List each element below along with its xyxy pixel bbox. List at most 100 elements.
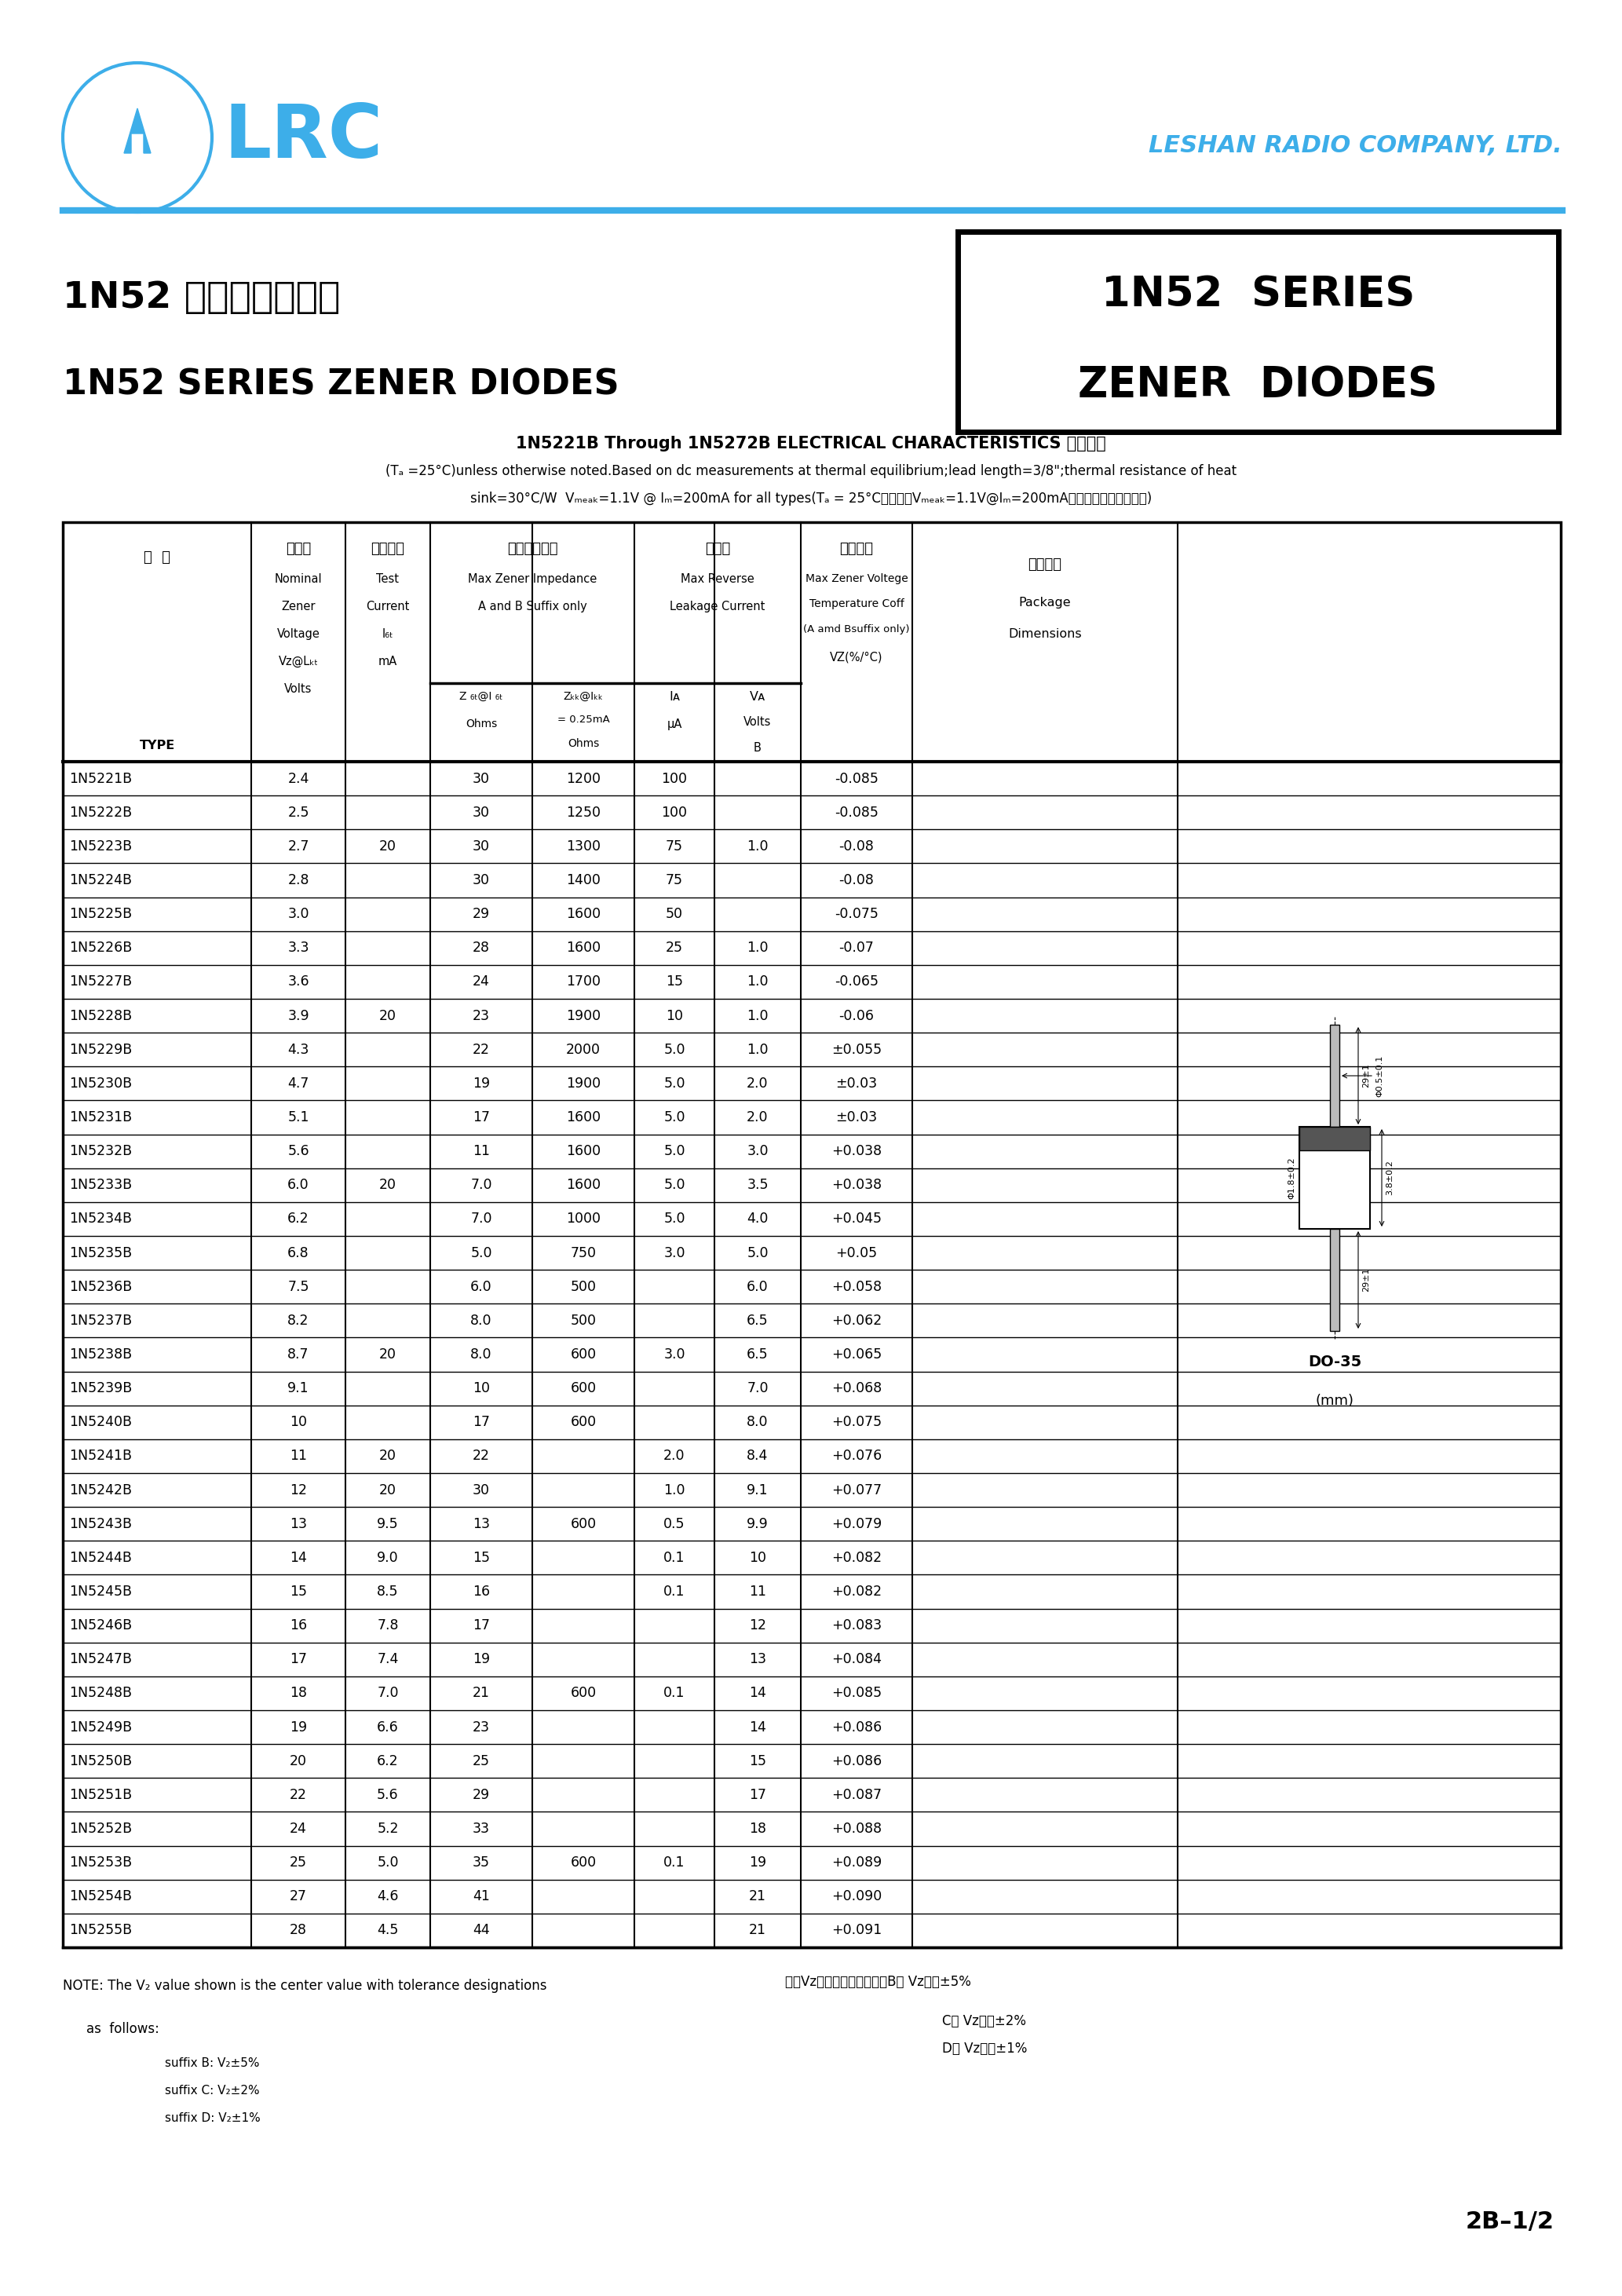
Text: 21: 21 bbox=[749, 1890, 766, 1903]
Text: Volts: Volts bbox=[284, 684, 311, 696]
Text: 20: 20 bbox=[380, 840, 396, 854]
Text: 7.0: 7.0 bbox=[470, 1212, 491, 1226]
Text: +0.082: +0.082 bbox=[832, 1584, 882, 1598]
Text: VZ(%/°C): VZ(%/°C) bbox=[830, 652, 882, 664]
Text: +0.084: +0.084 bbox=[832, 1653, 882, 1667]
Text: 1N5221B Through 1N5272B ELECTRICAL CHARACTERISTICS 电性参数: 1N5221B Through 1N5272B ELECTRICAL CHARA… bbox=[516, 436, 1106, 452]
Text: LESHAN RADIO COMPANY, LTD.: LESHAN RADIO COMPANY, LTD. bbox=[1148, 133, 1562, 156]
Text: 30: 30 bbox=[472, 1483, 490, 1497]
Text: 1900: 1900 bbox=[566, 1077, 600, 1091]
Text: I₆ₜ: I₆ₜ bbox=[383, 629, 394, 641]
Text: 8.0: 8.0 bbox=[470, 1313, 491, 1327]
Text: 1N5233B: 1N5233B bbox=[70, 1178, 131, 1192]
Text: -0.065: -0.065 bbox=[835, 976, 879, 990]
Text: 10: 10 bbox=[290, 1414, 307, 1430]
Text: 19: 19 bbox=[290, 1720, 307, 1733]
Text: Voltage: Voltage bbox=[277, 629, 320, 641]
Text: -0.085: -0.085 bbox=[835, 806, 879, 820]
Text: 75: 75 bbox=[665, 872, 683, 886]
Text: -0.075: -0.075 bbox=[835, 907, 879, 921]
Text: 0.1: 0.1 bbox=[663, 1685, 684, 1701]
Text: 9.1: 9.1 bbox=[746, 1483, 769, 1497]
Text: 10: 10 bbox=[472, 1382, 490, 1396]
Text: 5.0: 5.0 bbox=[663, 1143, 684, 1157]
Text: +0.05: +0.05 bbox=[835, 1247, 878, 1261]
Text: Test: Test bbox=[376, 574, 399, 585]
Text: 27: 27 bbox=[290, 1890, 307, 1903]
Text: ZENER  DIODES: ZENER DIODES bbox=[1079, 365, 1439, 404]
Text: +0.086: +0.086 bbox=[832, 1720, 882, 1733]
Text: 23: 23 bbox=[472, 1008, 490, 1022]
Text: 10: 10 bbox=[665, 1008, 683, 1022]
Text: 1400: 1400 bbox=[566, 872, 600, 886]
Text: C型 Vz容差±2%: C型 Vz容差±2% bbox=[942, 2014, 1027, 2027]
Text: +0.045: +0.045 bbox=[832, 1212, 882, 1226]
Text: 11: 11 bbox=[472, 1143, 490, 1157]
Text: (A amd Bsuffix only): (A amd Bsuffix only) bbox=[803, 625, 910, 634]
Text: 13: 13 bbox=[749, 1653, 766, 1667]
Text: 16: 16 bbox=[290, 1619, 307, 1632]
Text: sink=30°C/W  Vₘₑₐₖ=1.1V @ Iₘ=200mA for all types(Tₐ = 25°C所有型号Vₘₑₐₖ=1.1V@Iₘ=200m: sink=30°C/W Vₘₑₐₖ=1.1V @ Iₘ=200mA for al… bbox=[470, 491, 1152, 505]
Text: Zener: Zener bbox=[281, 602, 315, 613]
Text: (Tₐ =25°C)unless otherwise noted.Based on dc measurements at thermal equilibrium: (Tₐ =25°C)unless otherwise noted.Based o… bbox=[386, 464, 1236, 478]
Text: 13: 13 bbox=[290, 1518, 307, 1531]
Text: +0.091: +0.091 bbox=[832, 1924, 882, 1938]
Text: 28: 28 bbox=[472, 941, 490, 955]
Text: +0.088: +0.088 bbox=[832, 1821, 882, 1837]
Text: 2.5: 2.5 bbox=[287, 806, 310, 820]
Text: Package: Package bbox=[1019, 597, 1071, 608]
Text: Leakage Current: Leakage Current bbox=[670, 602, 766, 613]
Text: 1N5227B: 1N5227B bbox=[70, 976, 131, 990]
Text: 44: 44 bbox=[472, 1924, 490, 1938]
Text: 漏电流: 漏电流 bbox=[706, 542, 730, 556]
Text: 20: 20 bbox=[380, 1008, 396, 1022]
Text: 0.5: 0.5 bbox=[663, 1518, 684, 1531]
Text: 20: 20 bbox=[380, 1483, 396, 1497]
Text: 1N5230B: 1N5230B bbox=[70, 1077, 131, 1091]
Text: +0.077: +0.077 bbox=[832, 1483, 882, 1497]
Text: 600: 600 bbox=[571, 1414, 597, 1430]
Text: 1N5226B: 1N5226B bbox=[70, 941, 131, 955]
Text: Vᴀ: Vᴀ bbox=[749, 691, 766, 703]
Text: 7.4: 7.4 bbox=[376, 1653, 399, 1667]
Text: 1600: 1600 bbox=[566, 1111, 600, 1125]
Text: 6.2: 6.2 bbox=[287, 1212, 310, 1226]
Text: 30: 30 bbox=[472, 840, 490, 854]
Text: 1300: 1300 bbox=[566, 840, 600, 854]
Text: 25: 25 bbox=[290, 1855, 307, 1869]
Text: 1900: 1900 bbox=[566, 1008, 600, 1022]
Text: 22: 22 bbox=[290, 1789, 307, 1802]
Text: +0.068: +0.068 bbox=[832, 1382, 882, 1396]
Text: 0.1: 0.1 bbox=[663, 1550, 684, 1566]
Text: 15: 15 bbox=[665, 976, 683, 990]
Text: Max Zener Impedance: Max Zener Impedance bbox=[467, 574, 597, 585]
Text: 1N5241B: 1N5241B bbox=[70, 1449, 131, 1463]
Text: 1N5231B: 1N5231B bbox=[70, 1111, 131, 1125]
Text: 9.9: 9.9 bbox=[746, 1518, 769, 1531]
Text: 8.5: 8.5 bbox=[376, 1584, 399, 1598]
Text: 9.1: 9.1 bbox=[287, 1382, 310, 1396]
Text: 20: 20 bbox=[380, 1348, 396, 1362]
Text: 6.5: 6.5 bbox=[746, 1348, 769, 1362]
Text: 19: 19 bbox=[472, 1653, 490, 1667]
Text: 5.0: 5.0 bbox=[663, 1178, 684, 1192]
Text: 3.5: 3.5 bbox=[746, 1178, 769, 1192]
Text: Zₖₖ@Iₖₖ: Zₖₖ@Iₖₖ bbox=[563, 691, 603, 703]
Text: 3.8±0.2: 3.8±0.2 bbox=[1385, 1159, 1393, 1196]
Text: 2.8: 2.8 bbox=[287, 872, 310, 886]
Text: Max Reverse: Max Reverse bbox=[681, 574, 754, 585]
Text: 1N5247B: 1N5247B bbox=[70, 1653, 131, 1667]
Text: 11: 11 bbox=[290, 1449, 307, 1463]
Text: 35: 35 bbox=[472, 1855, 490, 1869]
Text: 外型尺寸: 外型尺寸 bbox=[1028, 558, 1062, 572]
Text: 1N5238B: 1N5238B bbox=[70, 1348, 131, 1362]
Text: 1N5237B: 1N5237B bbox=[70, 1313, 131, 1327]
Text: 1N5229B: 1N5229B bbox=[70, 1042, 131, 1056]
Text: 测试电流: 测试电流 bbox=[371, 542, 406, 556]
Text: ±0.03: ±0.03 bbox=[835, 1111, 878, 1125]
Text: 22: 22 bbox=[472, 1449, 490, 1463]
Text: Z ₆ₜ@I ₆ₜ: Z ₆ₜ@I ₆ₜ bbox=[459, 691, 503, 703]
Text: 1N5244B: 1N5244B bbox=[70, 1550, 131, 1566]
Text: 4.5: 4.5 bbox=[376, 1924, 399, 1938]
Text: -0.085: -0.085 bbox=[835, 771, 879, 785]
